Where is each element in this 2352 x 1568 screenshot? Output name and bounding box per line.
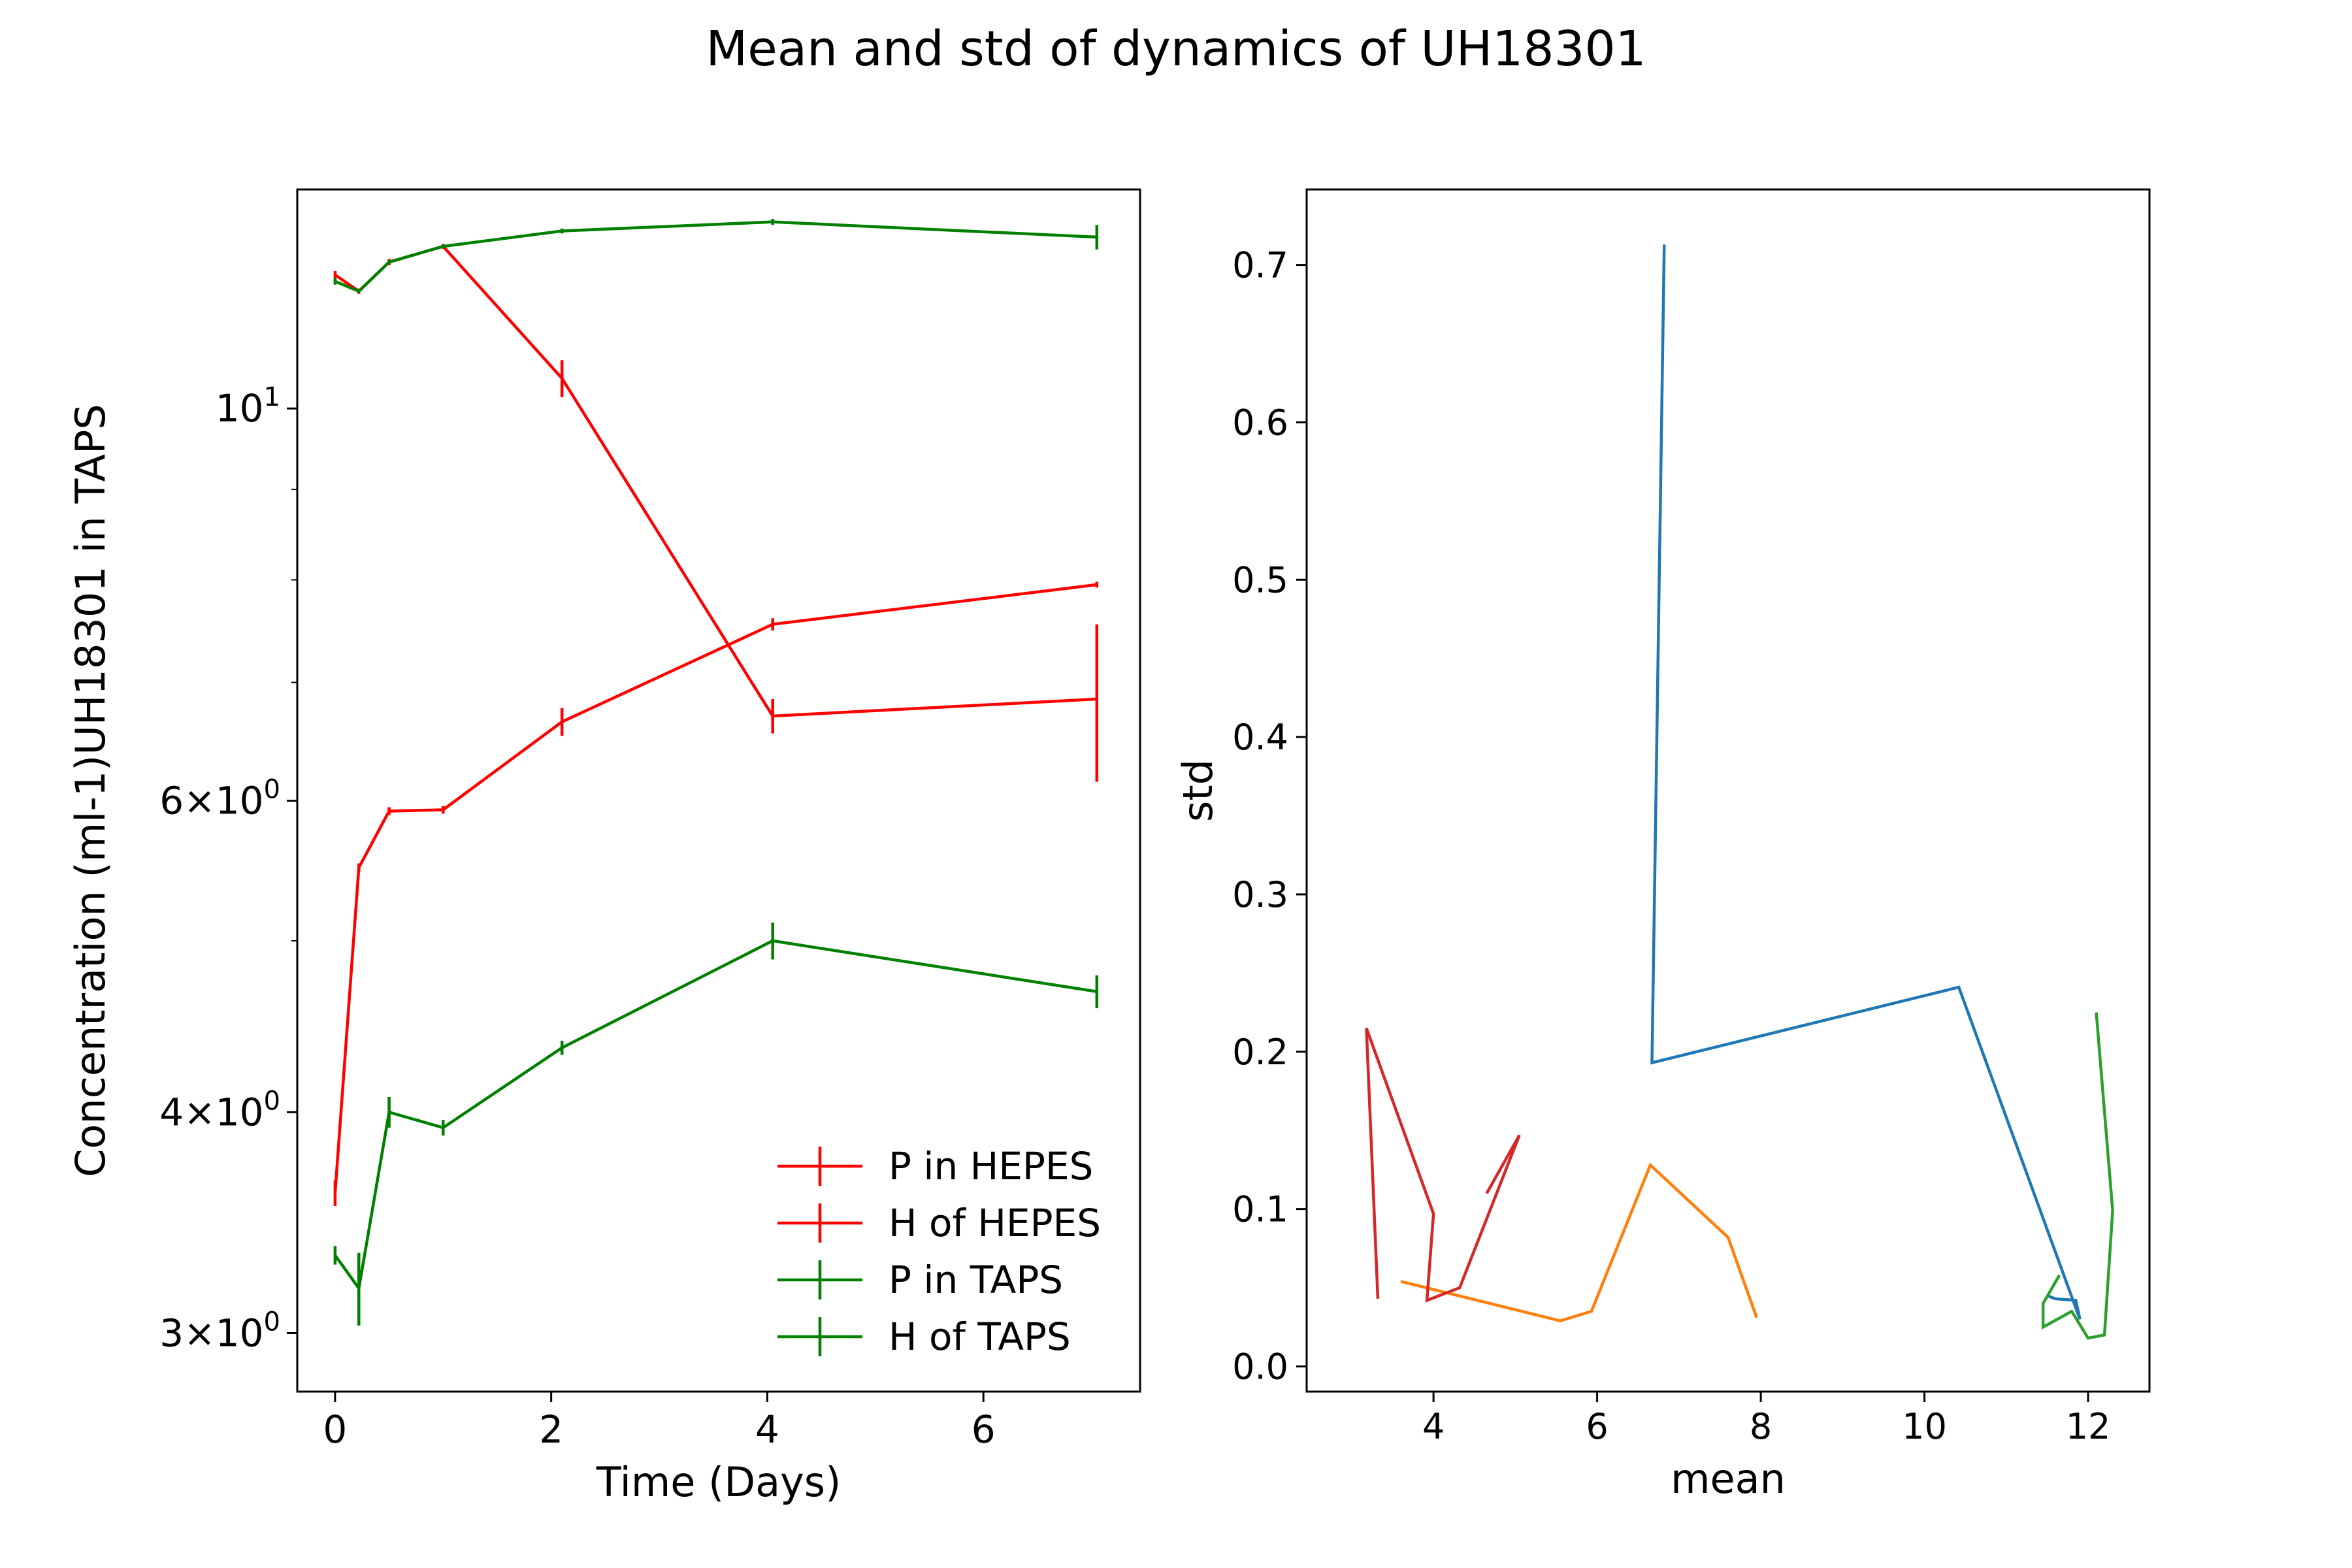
y-axis-label: std: [1174, 759, 1222, 822]
y-axis-label: Concentration (ml-1)UH18301 in TAPS: [67, 404, 114, 1177]
x-tick-label: 6: [972, 1407, 996, 1452]
y-tick-label: 0.3: [1232, 874, 1288, 915]
x-tick-label: 8: [1750, 1406, 1772, 1447]
legend-label: P in TAPS: [889, 1258, 1063, 1302]
y-tick-label: 0.4: [1232, 717, 1288, 758]
figure-title: Mean and std of dynamics of UH18301: [706, 21, 1646, 77]
y-tick-label: 0.2: [1232, 1032, 1288, 1073]
x-tick-label: 10: [1902, 1406, 1947, 1447]
chart-right-mean-std: 4 6 8 10 12 0.0 0.1 0.2 0.3 0.4 0.5 0.6 0.7 mean std: [1174, 188, 2151, 1503]
trajectory-line-3: [2041, 1012, 2114, 1340]
x-tick-label: 12: [2066, 1406, 2111, 1447]
y-tick-label: 6×100: [159, 775, 280, 823]
x-tick-label: 4: [1422, 1406, 1445, 1447]
y-tick-label: 0.1: [1232, 1189, 1288, 1230]
legend-label: H of HEPES: [889, 1201, 1101, 1245]
y-tick-label: 101: [216, 382, 280, 431]
trajectory-line-4: [1365, 1027, 1521, 1303]
series-line-2: [334, 244, 1097, 718]
y-tick-label: 0.7: [1232, 245, 1288, 286]
legend-label: H of TAPS: [889, 1315, 1071, 1359]
x-axis-label: Time (Days): [596, 1458, 841, 1506]
chart-left-timeseries: 0 2 4 6 3×100 4×100 6×100 101 Time (Days) Concent…: [67, 188, 1141, 1506]
x-tick-label: 2: [539, 1407, 563, 1452]
legend-label: P in HEPES: [889, 1144, 1093, 1188]
y-tick-label: 3×100: [159, 1307, 280, 1355]
y-tick-label: 0.5: [1232, 559, 1288, 600]
series-line-1: [333, 583, 1098, 1194]
plot-frame: [1305, 188, 2151, 1393]
x-tick-label: 4: [755, 1407, 779, 1452]
x-axis-label: mean: [1671, 1455, 1786, 1503]
x-tick-label: 0: [323, 1407, 347, 1452]
plot-frame: [296, 188, 1141, 1393]
y-tick-label: 4×100: [159, 1086, 280, 1134]
y-tick-label: 0.6: [1232, 402, 1288, 443]
y-tick-label: 0.0: [1232, 1346, 1288, 1387]
trajectory-line-2: [1400, 1162, 1758, 1322]
trajectory-line-1: [1650, 244, 2082, 1320]
x-tick-label: 6: [1586, 1406, 1608, 1447]
series-line-4: [335, 220, 1097, 293]
